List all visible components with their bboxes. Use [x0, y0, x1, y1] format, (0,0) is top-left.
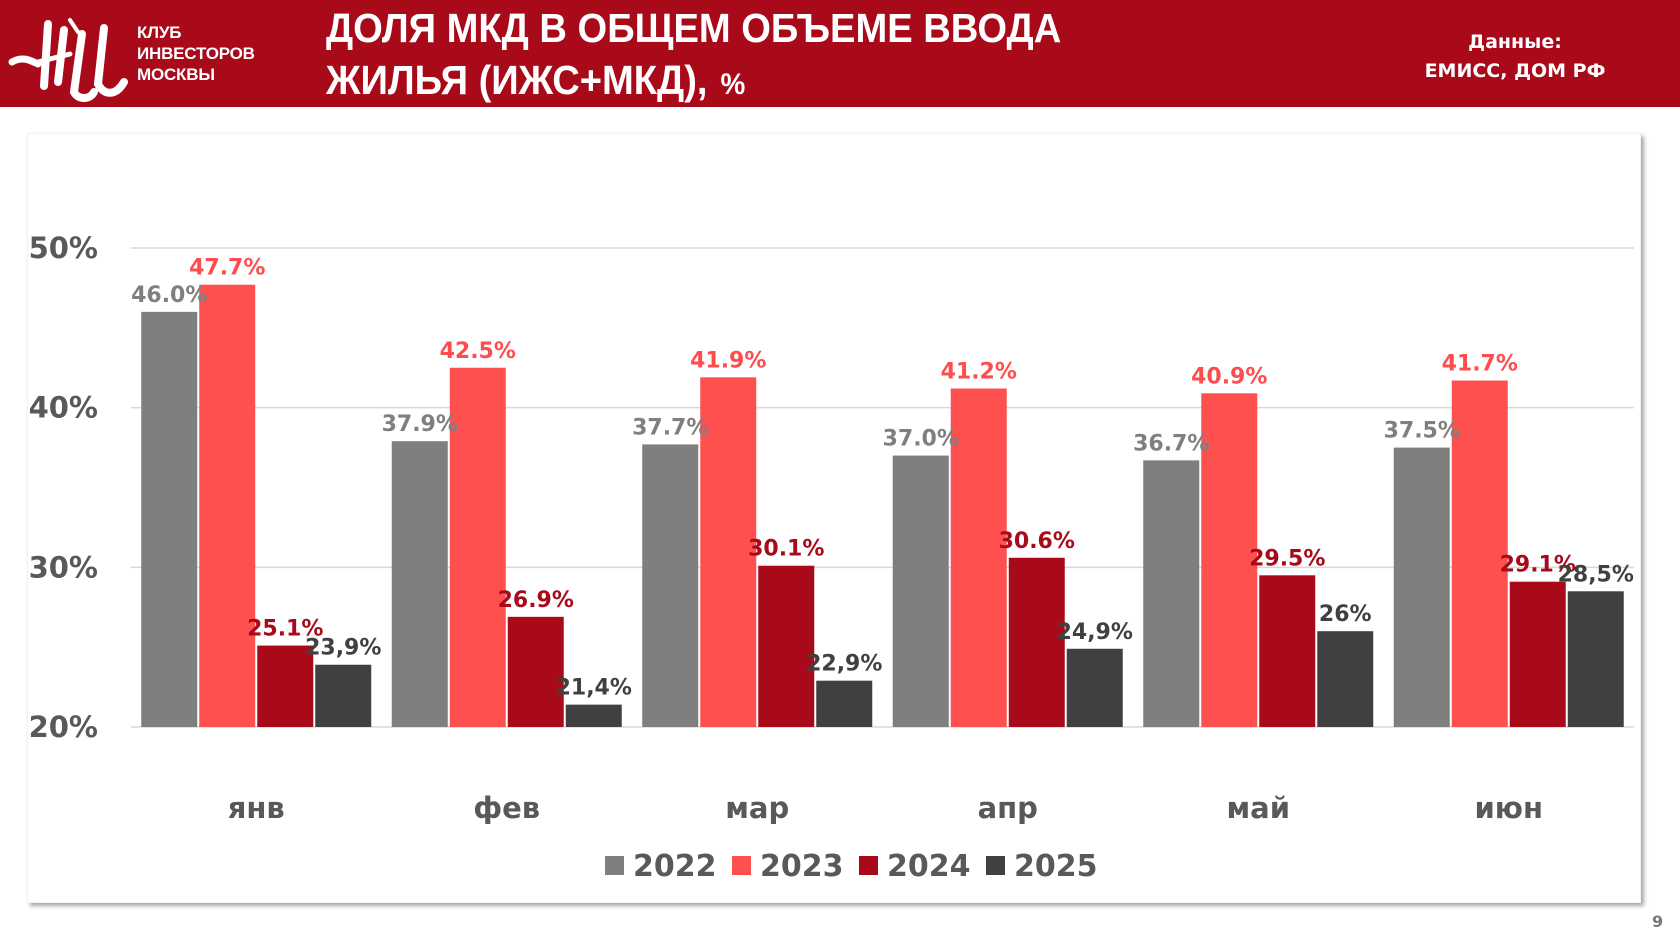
slide-title: ДОЛЯ МКД В ОБЩЕМ ОБЪЕМЕ ВВОДА ЖИЛЬЯ (ИЖС… [326, 2, 1061, 111]
data-label: 28,5% [1558, 562, 1634, 587]
club-logo-icon [8, 18, 128, 102]
data-label: 41.2% [941, 360, 1017, 385]
y-tick-label: 30% [29, 550, 98, 584]
gridlines [131, 247, 1634, 728]
legend-swatch [859, 856, 878, 875]
slide-title-line1: ДОЛЯ МКД В ОБЩЕМ ОБЪЕМЕ ВВОДА [326, 5, 1062, 51]
x-category-label: июн [1474, 791, 1543, 825]
data-label: 25.1% [247, 617, 323, 642]
data-label: 30.6% [999, 529, 1075, 554]
bar-2024-янв [257, 645, 314, 727]
data-label: 24,9% [1057, 620, 1133, 645]
bar-2024-май [1259, 575, 1316, 727]
data-label: 42.5% [440, 339, 516, 364]
y-tick-label: 20% [29, 710, 98, 744]
bar-2025-май [1317, 631, 1374, 727]
bar-2024-фев [507, 616, 564, 727]
y-tick-label: 40% [29, 391, 98, 425]
bar-2023-май [1201, 393, 1258, 727]
chart-card [27, 133, 1641, 903]
data-label: 26% [1319, 602, 1372, 627]
bar-2025-апр [1066, 648, 1123, 727]
bar-2024-мар [758, 565, 815, 727]
x-category-label: янв [228, 791, 285, 825]
bar-2022-июн [1393, 447, 1450, 727]
data-label: 40.9% [1191, 364, 1267, 389]
bars [141, 284, 1624, 727]
page-number: 9 [1652, 912, 1664, 931]
bar-2025-июн [1567, 591, 1624, 727]
bar-2022-янв [141, 311, 198, 727]
x-axis-categories: янв фев мар апр май июн [228, 791, 1543, 825]
bar-2023-фев [449, 367, 506, 727]
data-label: 29.1% [1500, 553, 1576, 578]
data-label: 29.5% [1249, 546, 1325, 571]
legend-label: 2025 [1014, 849, 1098, 884]
bar-2023-мар [700, 377, 757, 727]
x-category-label: мар [725, 791, 789, 825]
data-source-label: Данные: [1468, 31, 1562, 53]
legend: 2022 2023 2024 2025 [605, 849, 1098, 884]
x-category-label: фев [473, 791, 540, 825]
bar-2023-июн [1451, 380, 1508, 727]
data-label: 37.9% [382, 412, 458, 437]
club-name: КЛУБ ИНВЕСТОРОВ МОСКВЫ [137, 22, 255, 85]
data-label: 22,9% [806, 652, 882, 677]
bar-2022-апр [892, 455, 949, 727]
club-name-line: МОСКВЫ [137, 65, 215, 84]
y-axis-ticks: 20% 30% 40% 50% [29, 231, 98, 744]
legend-label: 2022 [633, 849, 717, 884]
bar-2024-июн [1509, 581, 1566, 727]
data-labels: 46.0%47.7% 25.1%23,9% 37.9% 42.5% 26.9% 21,4%… [131, 256, 1634, 701]
data-label: 37.0% [883, 427, 959, 452]
data-label: 37.5% [1384, 419, 1460, 444]
slide-title-line2: ЖИЛЬЯ (ИЖС+МКД), [326, 57, 708, 103]
bar-2024-апр [1008, 557, 1065, 727]
x-category-label: апр [978, 791, 1038, 825]
club-name-line: КЛУБ [137, 23, 182, 42]
bar-2022-мар [642, 444, 699, 727]
x-category-label: май [1226, 791, 1290, 825]
legend-swatch [732, 856, 751, 875]
legend-swatch [605, 856, 624, 875]
data-label: 36.7% [1133, 431, 1209, 456]
bar-2023-апр [950, 388, 1007, 727]
y-tick-label: 50% [29, 231, 98, 265]
data-label: 30.1% [748, 537, 824, 562]
data-label: 46.0% [131, 283, 207, 308]
club-name-line: ИНВЕСТОРОВ [137, 44, 255, 63]
bar-2025-фев [565, 704, 622, 727]
data-label: 26.9% [498, 588, 574, 613]
bar-2022-май [1143, 460, 1200, 727]
bar-2022-фев [391, 441, 448, 727]
data-label: 37.7% [632, 415, 708, 440]
legend-label: 2024 [887, 849, 971, 884]
data-source: Данные: ЕМИСС, ДОМ РФ [1380, 28, 1650, 86]
slide-header: КЛУБ ИНВЕСТОРОВ МОСКВЫ ДОЛЯ МКД В ОБЩЕМ … [0, 0, 1680, 107]
data-label: 41.7% [1442, 352, 1518, 377]
bar-2025-мар [816, 680, 873, 727]
legend-label: 2023 [760, 849, 844, 884]
slide-title-unit: % [720, 68, 746, 101]
data-label: 21,4% [556, 676, 632, 701]
legend-swatch [986, 856, 1005, 875]
data-label: 23,9% [305, 636, 381, 661]
data-label: 41.9% [690, 348, 766, 373]
bar-2023-янв [199, 284, 256, 727]
data-source-value: ЕМИСС, ДОМ РФ [1424, 60, 1606, 82]
bar-2025-янв [315, 664, 372, 727]
data-label: 47.7% [189, 256, 265, 281]
